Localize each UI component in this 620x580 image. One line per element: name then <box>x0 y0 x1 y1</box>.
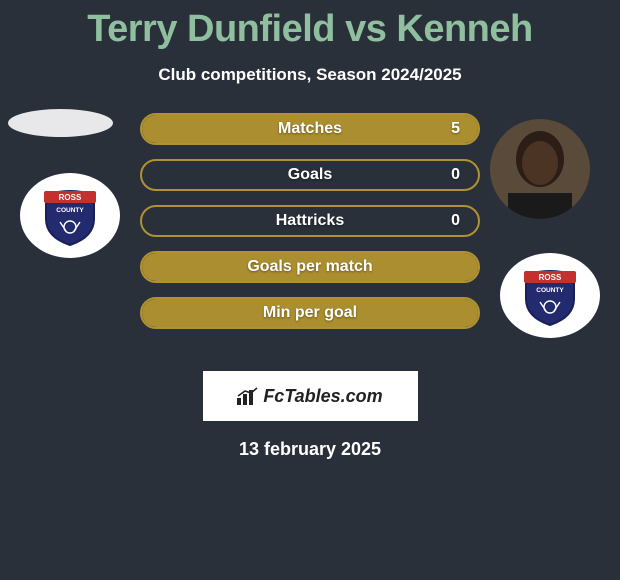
snapshot-date: 13 february 2025 <box>0 439 620 460</box>
stat-value: 0 <box>451 207 460 235</box>
comparison-stage: ROSS COUNTY ROSS COUNTY <box>0 113 620 363</box>
stat-value: 5 <box>451 115 460 143</box>
stat-row: Hattricks0 <box>140 205 480 237</box>
page-title: Terry Dunfield vs Kenneh <box>0 0 620 51</box>
svg-text:ROSS: ROSS <box>539 273 562 282</box>
subtitle: Club competitions, Season 2024/2025 <box>0 65 620 85</box>
ross-county-crest-icon: ROSS COUNTY <box>522 265 578 327</box>
stat-label: Matches <box>142 115 478 143</box>
brand-badge: FcTables.com <box>203 371 418 421</box>
player-right-avatar <box>490 119 590 219</box>
player-right-club-badge: ROSS COUNTY <box>500 253 600 338</box>
svg-text:ROSS: ROSS <box>59 193 82 202</box>
stat-row: Goals0 <box>140 159 480 191</box>
stat-value: 0 <box>451 161 460 189</box>
svg-text:COUNTY: COUNTY <box>56 207 84 214</box>
stat-label: Goals per match <box>142 253 478 281</box>
player-photo-icon <box>490 119 590 219</box>
svg-text:COUNTY: COUNTY <box>536 287 564 294</box>
bar-chart-icon <box>237 387 259 405</box>
stat-row: Goals per match <box>140 251 480 283</box>
stat-row: Min per goal <box>140 297 480 329</box>
stat-label: Min per goal <box>142 299 478 327</box>
player-left-club-badge: ROSS COUNTY <box>20 173 120 258</box>
stat-bars: Matches5Goals0Hattricks0Goals per matchM… <box>140 113 480 343</box>
stat-label: Hattricks <box>142 207 478 235</box>
stat-row: Matches5 <box>140 113 480 145</box>
brand-label: FcTables.com <box>263 386 382 407</box>
stat-label: Goals <box>142 161 478 189</box>
player-left-avatar <box>8 109 113 137</box>
ross-county-crest-icon: ROSS COUNTY <box>42 185 98 247</box>
